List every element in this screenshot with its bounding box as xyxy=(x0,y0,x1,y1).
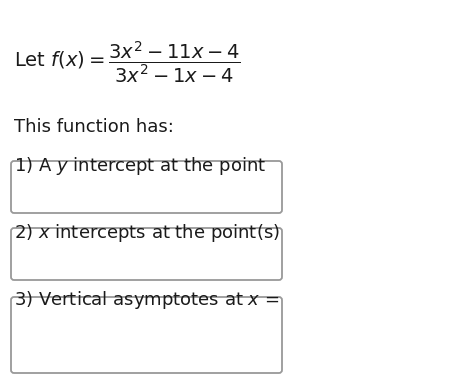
Text: 1) A $y$ intercept at the point: 1) A $y$ intercept at the point xyxy=(14,155,266,177)
Text: 2) $x$ intercepts at the point(s): 2) $x$ intercepts at the point(s) xyxy=(14,222,280,244)
FancyBboxPatch shape xyxy=(11,228,282,280)
FancyBboxPatch shape xyxy=(11,161,282,213)
FancyBboxPatch shape xyxy=(11,297,282,373)
Text: 3) Vertical asymptotes at $x$ =: 3) Vertical asymptotes at $x$ = xyxy=(14,289,279,311)
Text: This function has:: This function has: xyxy=(14,118,174,136)
Text: Let $f(x) = \dfrac{3x^2 - 11x - 4}{3x^2 - 1x - 4}$: Let $f(x) = \dfrac{3x^2 - 11x - 4}{3x^2 … xyxy=(14,40,241,86)
